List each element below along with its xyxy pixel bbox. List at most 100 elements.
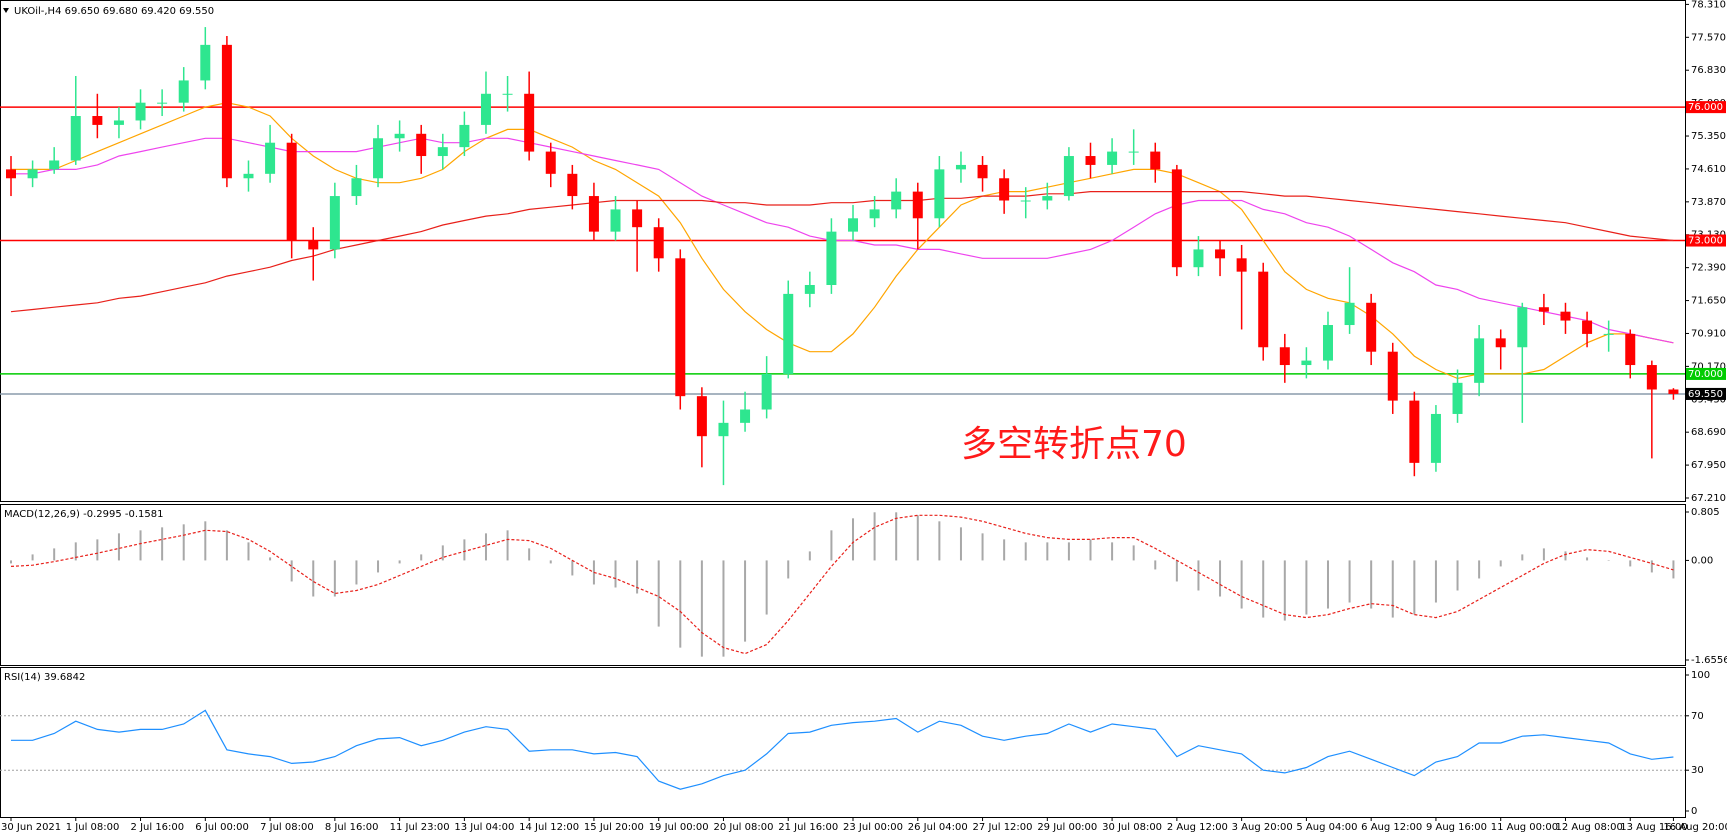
- candle-body: [632, 209, 643, 228]
- candle-body: [113, 120, 124, 125]
- macd-bar: [1629, 560, 1632, 567]
- macd-bar: [679, 560, 682, 648]
- candle-body: [373, 138, 384, 179]
- macd-bar: [139, 530, 142, 561]
- x-tick-label: 5 Aug 04:00: [1296, 822, 1357, 833]
- candle-body: [286, 142, 297, 241]
- y-tick-label: 77.570: [1691, 32, 1726, 43]
- macd-bar: [1607, 560, 1610, 561]
- y-tick-label: 67.210: [1691, 493, 1726, 504]
- y-tick-label: 100: [1691, 670, 1710, 681]
- level-label: 76.000: [1688, 102, 1723, 113]
- y-tick-label: 70: [1691, 711, 1704, 722]
- candle-body: [1301, 360, 1312, 366]
- macd-signal: [10, 514, 1674, 655]
- candle-body: [49, 160, 60, 170]
- macd-bar: [1132, 545, 1135, 561]
- x-tick-label: 11 Aug 00:00: [1491, 822, 1558, 833]
- candle-body: [999, 178, 1010, 201]
- candle-body: [912, 191, 923, 219]
- candle-body: [1128, 151, 1139, 153]
- y-tick-label: 71.650: [1691, 296, 1726, 307]
- macd-bar: [1046, 542, 1049, 561]
- candle-body: [1107, 151, 1118, 165]
- y-tick-label: 73.870: [1691, 197, 1726, 208]
- macd-bar: [1219, 560, 1222, 597]
- moving-average: [10, 191, 1674, 313]
- macd-bar: [852, 518, 855, 561]
- candle-body: [1474, 338, 1485, 383]
- macd-bar: [981, 533, 984, 561]
- candle-body: [351, 178, 362, 197]
- x-tick-label: 27 Jul 12:00: [973, 822, 1033, 833]
- y-tick-label: 74.610: [1691, 164, 1726, 175]
- macd-bar: [549, 560, 552, 564]
- macd-bar: [744, 560, 747, 642]
- y-tick-label: 0.805: [1691, 507, 1720, 518]
- macd-bar: [333, 560, 336, 597]
- x-tick-label: 9 Aug 16:00: [1426, 822, 1487, 833]
- candle-body: [92, 116, 103, 125]
- macd-bar: [1067, 542, 1070, 561]
- y-tick-label: 30: [1691, 765, 1704, 776]
- candle-body: [1409, 400, 1420, 463]
- y-tick-label: 0.00: [1691, 555, 1713, 566]
- x-tick-label: 20 Jul 08:00: [713, 822, 773, 833]
- candle-body: [955, 164, 966, 170]
- level-label: 73.000: [1688, 236, 1723, 247]
- macd-bar: [808, 551, 811, 561]
- candle-body: [1344, 302, 1355, 326]
- panel-frame: [0, 504, 1686, 666]
- candle-body: [1193, 249, 1204, 268]
- x-tick-label: 19 Jul 00:00: [649, 822, 709, 833]
- candle-body: [567, 173, 578, 197]
- candle-body: [1279, 347, 1290, 366]
- candle-body: [6, 169, 16, 179]
- candle-body: [783, 293, 794, 374]
- macd-bar: [182, 524, 185, 561]
- macd-bar: [377, 560, 380, 573]
- candle-body: [588, 196, 599, 232]
- y-tick-label: 0: [1691, 806, 1697, 817]
- macd-bar: [1348, 560, 1351, 603]
- candle-body: [696, 396, 707, 437]
- rsi-title: RSI(14) 39.6842: [4, 672, 85, 683]
- macd-bar: [1326, 560, 1329, 609]
- candle-body: [416, 133, 427, 157]
- x-tick-label: 21 Jul 16:00: [778, 822, 838, 833]
- candle-body: [1020, 200, 1031, 202]
- macd-bar: [225, 530, 228, 561]
- y-tick-label: 70.910: [1691, 328, 1726, 339]
- candle-body: [27, 169, 38, 179]
- macd-bar: [312, 560, 315, 597]
- candle-body: [200, 44, 211, 81]
- macd-bar: [1542, 548, 1545, 561]
- y-tick-label: 76.830: [1691, 65, 1726, 76]
- x-tick-label: 6 Aug 12:00: [1361, 822, 1422, 833]
- panel-frame: [0, 667, 1686, 818]
- x-tick-label: 29 Jul 00:00: [1037, 822, 1097, 833]
- macd-bar: [1456, 560, 1459, 591]
- candle-body: [1452, 382, 1463, 414]
- candle-body: [761, 373, 772, 410]
- candle-body: [1560, 311, 1571, 321]
- moving-average: [11, 102, 1674, 380]
- panel-frame: [0, 0, 1686, 502]
- macd-bar: [1650, 560, 1653, 573]
- macd-bar: [355, 560, 358, 585]
- macd-bar: [269, 557, 272, 561]
- macd-bar: [1283, 560, 1286, 621]
- candle-body: [135, 102, 146, 121]
- macd-bar: [247, 542, 250, 561]
- candle-body: [243, 173, 254, 179]
- candle-body: [1430, 413, 1441, 463]
- macd-bar: [1111, 542, 1114, 561]
- macd-bar: [1391, 560, 1394, 618]
- candle-body: [675, 258, 686, 397]
- macd-bar: [830, 530, 833, 561]
- candle-body: [480, 93, 491, 125]
- macd-bar: [959, 527, 962, 561]
- candle-body: [1063, 156, 1074, 197]
